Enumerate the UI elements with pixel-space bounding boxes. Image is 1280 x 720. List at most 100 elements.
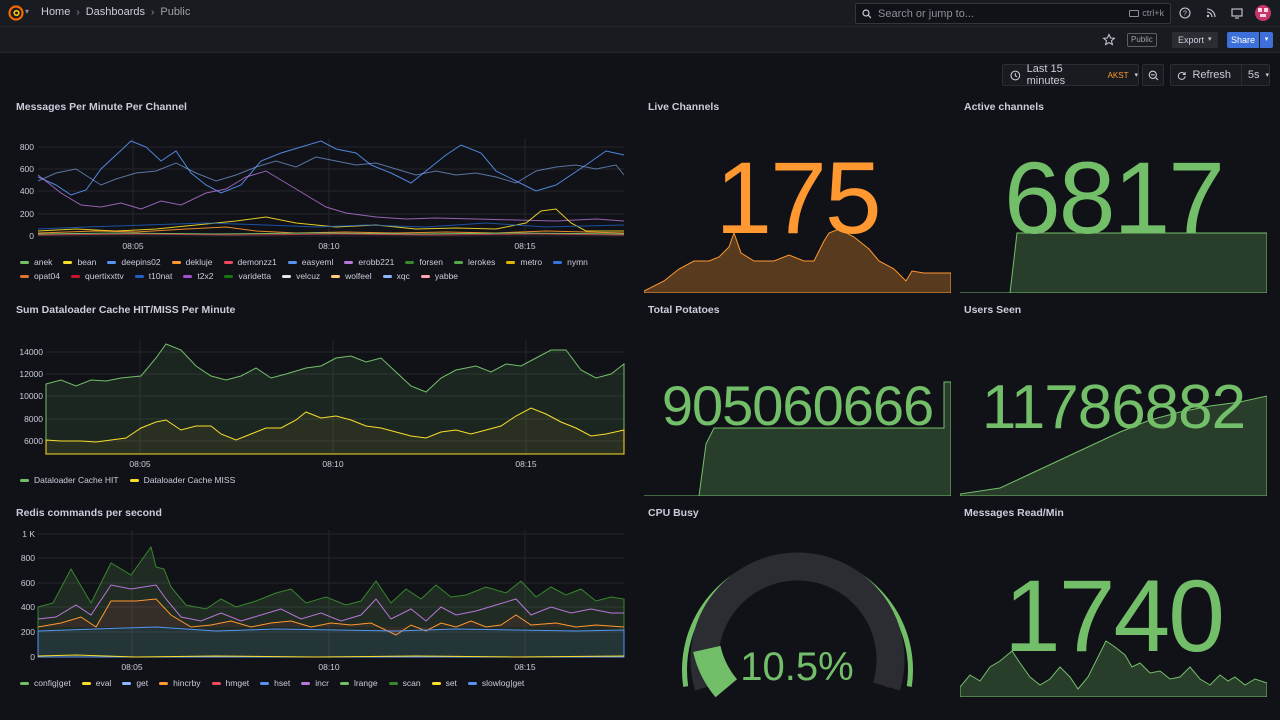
legend-item[interactable]: hmget [211,678,249,688]
dashboard-toolbar: Public Export ▾ Share ▾ [0,27,1280,53]
grafana-logo-icon[interactable] [8,5,24,21]
legend-item[interactable]: hincrby [159,678,201,688]
panel-cpu-busy[interactable]: CPU Busy 10.5% [644,507,951,699]
legend-item[interactable]: forsen [405,257,443,267]
legend-item[interactable]: velcuz [282,271,320,281]
breadcrumb-dashboards[interactable]: Dashboards [85,6,146,18]
panel-total-potatoes[interactable]: Total Potatoes 905060666 [644,304,951,496]
share-button[interactable]: Share [1227,32,1259,48]
legend-label: Dataloader Cache MISS [143,475,236,485]
legend-item[interactable]: Dataloader Cache HIT [20,475,119,485]
panel-active-channels[interactable]: Active channels 6817 [960,101,1267,293]
breadcrumb-home[interactable]: Home [41,6,71,18]
panel-users-seen[interactable]: Users Seen 11786882 [960,304,1267,496]
breadcrumb: Home › Dashboards › Public [41,6,190,18]
legend-item[interactable]: config|get [20,678,71,688]
legend-item[interactable]: erobb221 [344,257,394,267]
legend-swatch [107,260,117,264]
legend-item[interactable]: scan [388,678,421,688]
time-picker-button[interactable]: Last 15 minutes AKST ▾ [1002,63,1139,87]
legend-item[interactable]: easyeml [287,257,333,267]
legend-item[interactable]: lrange [339,678,378,688]
rss-icon[interactable] [1204,6,1218,20]
refresh-icon[interactable] [1177,70,1186,81]
legend-label: eval [95,678,112,688]
legend-item[interactable]: yabbe [420,271,458,281]
legend-item[interactable]: dekluje [171,257,213,267]
y-tick-label: 400 [20,186,34,196]
legend-swatch [344,260,354,264]
legend-label: metro [520,257,543,267]
legend-swatch [223,260,233,264]
legend-swatch [431,681,441,685]
legend-swatch [467,681,477,685]
monitor-icon[interactable] [1230,6,1244,20]
legend-item[interactable]: incr [301,678,329,688]
legend-item[interactable]: wolfeel [331,271,372,281]
legend-item[interactable]: quertixxttv [71,271,124,281]
panel-redis-commands[interactable]: Redis commands per second 1 K 800 600 40… [16,507,628,697]
zoom-out-button[interactable] [1142,64,1164,86]
legend-item[interactable]: hset [260,678,290,688]
legend-item[interactable]: metro [506,257,542,267]
user-avatar[interactable] [1255,5,1271,21]
legend-label: xqc [396,271,410,281]
help-icon[interactable]: ? [1178,6,1192,20]
y-tick-label: 1 K [22,529,35,539]
legend-swatch [405,260,415,264]
export-button[interactable]: Export ▾ [1172,32,1218,48]
legend-swatch [159,681,169,685]
legend-item[interactable]: Dataloader Cache MISS [129,475,236,485]
panel-title: Active channels [964,101,1044,113]
legend-item[interactable]: slowlog|get [467,678,524,688]
legend-swatch [20,478,29,482]
legend-item[interactable]: get [122,678,148,688]
legend-swatch [81,681,91,685]
legend-item[interactable]: deepins02 [107,257,161,267]
legend-item[interactable]: lerokes [453,257,495,267]
legend-item[interactable]: bean [63,257,96,267]
legend-swatch [331,274,341,278]
search-box[interactable]: ctrl+k [855,3,1171,24]
gauge-cpu: 10.5% [682,552,913,698]
chart-legend: config|get eval get hincrby hmget hset incr lra… [20,678,620,688]
legend-swatch [420,274,430,278]
legend-item[interactable]: demonzz1 [223,257,277,267]
legend-label: Dataloader Cache HIT [34,475,119,485]
legend-label: t10nat [148,271,173,281]
y-tick-label: 0 [30,652,35,662]
legend-item[interactable]: t2x2 [183,271,213,281]
y-tick-label: 200 [20,209,34,219]
chevron-down-icon[interactable]: ▾ [25,7,30,16]
y-axis: 14000 12000 10000 8000 6000 [19,347,43,446]
legend-item[interactable]: anek [20,257,52,267]
chart-legend: Dataloader Cache HIT Dataloader Cache MIS… [20,475,620,485]
refresh-interval-picker[interactable]: 5s [1247,69,1260,81]
legend-label: erobb221 [358,257,395,267]
legend-item[interactable]: nymn [553,257,588,267]
search-input[interactable] [878,7,1118,20]
panel-dataloader-cache[interactable]: Sum Dataloader Cache HIT/MISS Per Minute… [16,304,628,494]
panel-messages-read[interactable]: Messages Read/Min 1740 [960,507,1267,699]
legend-item[interactable]: eval [81,678,112,688]
series-miss [45,407,625,455]
share-options-button[interactable]: ▾ [1260,32,1273,48]
legend-label: wolfeel [345,271,372,281]
legend-swatch [183,274,193,278]
star-icon[interactable] [1102,33,1116,47]
legend-item[interactable]: varidetta [224,271,271,281]
legend-item[interactable]: t10nat [134,271,173,281]
legend-swatch [20,274,29,278]
panel-live-channels[interactable]: Live Channels 175 [644,101,951,293]
legend-item[interactable]: xqc [382,271,410,281]
panel-messages-per-minute[interactable]: Messages Per Minute Per Channel 800 600 … [16,101,628,291]
legend-label: deepins02 [121,257,161,267]
y-tick-label: 6000 [24,436,43,446]
legend-item[interactable]: opat04 [20,271,60,281]
legend-item[interactable]: set [431,678,457,688]
y-tick-label: 8000 [24,414,43,424]
x-tick-label: 08:15 [515,459,537,469]
refresh-button[interactable]: Refresh [1192,69,1231,81]
shortcut-text: ctrl+k [1142,8,1164,18]
x-axis: 08:05 08:10 08:15 [121,662,536,672]
